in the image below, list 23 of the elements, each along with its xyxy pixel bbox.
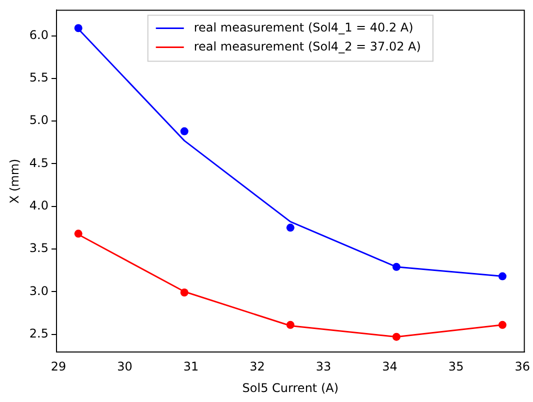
y-tick-label: 2.5: [29, 326, 48, 340]
x-tick-label: 30: [117, 360, 132, 374]
y-axis-title: X (mm): [7, 158, 22, 204]
x-tick-label: 35: [448, 360, 464, 374]
x-axis-title: Sol5 Current (A): [242, 380, 339, 395]
point: [74, 24, 82, 32]
legend-label: real measurement (Sol4_1 = 40.2 A): [194, 20, 414, 34]
legend-label: real measurement (Sol4_2 = 37.02 A): [194, 39, 421, 54]
x-tick-label: 33: [316, 360, 332, 374]
point: [180, 127, 188, 136]
y-tick-label: 5.0: [29, 113, 48, 128]
y-tick-label: 5.5: [29, 70, 48, 85]
y-tick-label: 3.5: [29, 241, 48, 256]
y-tick-label: 3.0: [29, 284, 48, 298]
point: [286, 224, 294, 232]
x-tick-label: 34: [382, 360, 398, 374]
x-tick-label: 32: [250, 360, 265, 374]
y-tick-label: 4.5: [29, 156, 48, 170]
y-tick-label: 6.0: [29, 28, 48, 42]
x-tick-label: 36: [514, 360, 530, 374]
x-tick-label: 31: [183, 360, 199, 374]
x-tick-label: 29: [50, 360, 66, 374]
y-tick-label: 4.0: [29, 198, 48, 212]
